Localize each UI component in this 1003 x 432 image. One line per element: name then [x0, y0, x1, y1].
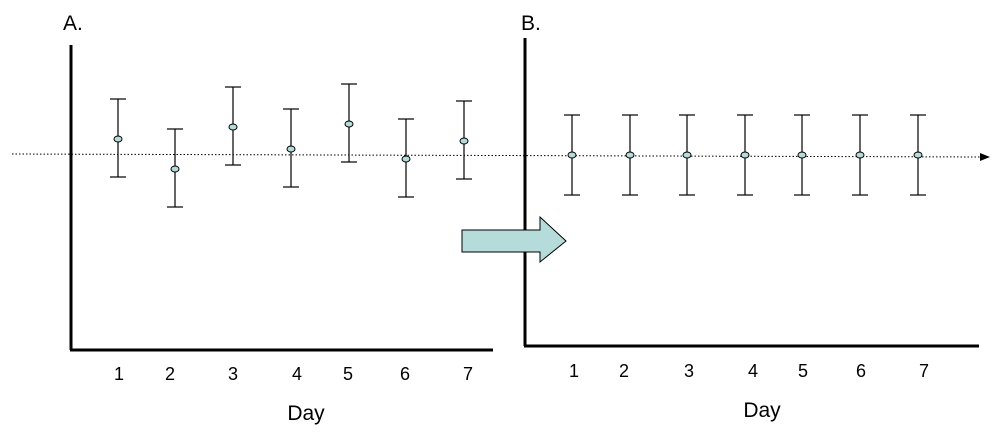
panel-b-point-2 — [625, 151, 635, 159]
panel-b-x-tick-label-1: 1 — [569, 361, 579, 381]
panel-a-point-2 — [170, 165, 180, 173]
panel-a-x-tick-label-5: 5 — [343, 364, 353, 384]
panel-a-point-6 — [401, 155, 411, 163]
panel-b-point-5 — [797, 151, 807, 159]
panel-b-x-tick-label-6: 6 — [856, 361, 866, 381]
panel-b-x-axis-title: Day — [743, 399, 781, 422]
panel-b-point-4 — [740, 151, 750, 159]
panel-b-label: B. — [521, 12, 541, 35]
panel-a-x-tick-label-1: 1 — [114, 364, 124, 384]
panel-b-point-7 — [913, 151, 923, 159]
panel-a-point-4 — [286, 145, 296, 153]
panel-a-x-tick-label-6: 6 — [400, 364, 410, 384]
right-arrow-icon — [461, 215, 567, 264]
panel-b: B. 1 2 3 4 5 6 7 Day — [521, 12, 979, 422]
panel-b-point-1 — [567, 151, 577, 159]
panel-b-point-6 — [855, 151, 865, 159]
panel-a-x-tick-label-3: 3 — [228, 364, 238, 384]
reference-line-arrowhead-icon — [980, 153, 990, 161]
panel-a: A. 1 2 3 4 5 6 7 Day — [63, 12, 493, 425]
panel-b-x-tick-label-4: 4 — [748, 361, 758, 381]
panel-a-x-tick-label-7: 7 — [463, 364, 473, 384]
panel-b-point-3 — [682, 151, 692, 159]
panel-a-point-7 — [459, 137, 469, 145]
panel-a-x-tick-label-4: 4 — [292, 364, 302, 384]
panel-a-label: A. — [63, 12, 83, 35]
panel-a-point-5 — [344, 120, 354, 128]
panel-a-x-tick-label-2: 2 — [165, 364, 175, 384]
panel-a-x-axis-title: Day — [287, 402, 325, 425]
panel-a-marks: 1 2 3 4 5 6 7 — [110, 83, 473, 384]
reference-line — [11, 153, 981, 158]
panel-a-point-3 — [228, 123, 238, 131]
panel-a-point-1 — [113, 135, 123, 143]
panel-b-marks: 1 2 3 4 5 6 7 — [564, 114, 929, 381]
panel-b-x-tick-label-5: 5 — [798, 361, 808, 381]
panel-b-x-tick-label-2: 2 — [619, 361, 629, 381]
panel-b-x-tick-label-3: 3 — [684, 361, 694, 381]
panel-b-x-tick-label-7: 7 — [919, 361, 929, 381]
